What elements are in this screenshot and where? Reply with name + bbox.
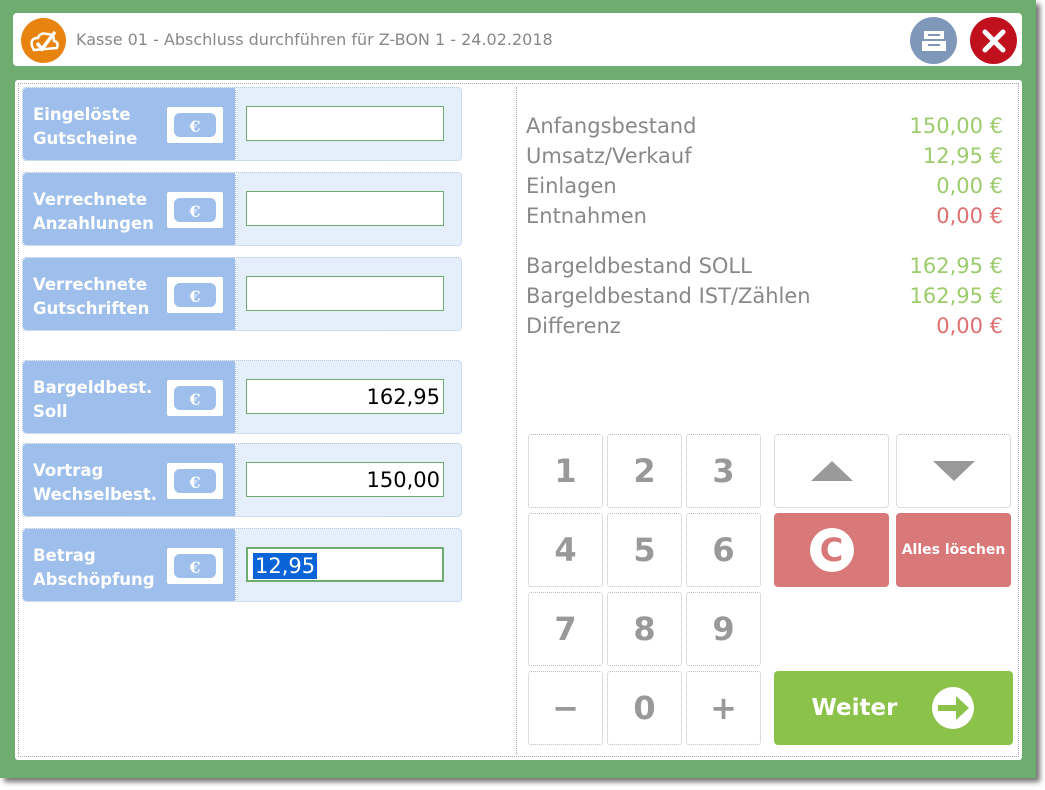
field-label: Verrechnete Gutschriften — [33, 275, 150, 318]
field-input[interactable] — [246, 191, 444, 226]
summary-row: Entnahmen 0,00 € — [526, 204, 1003, 228]
banknote-icon: € — [167, 192, 223, 228]
field-label: Eingelöste Gutscheine — [33, 105, 138, 148]
keypad-key[interactable]: 0 — [607, 671, 682, 745]
field-label: Bargeldbest. Soll — [33, 378, 153, 421]
summary-row: Umsatz/Verkauf 12,95 € — [526, 144, 1003, 168]
keypad-key[interactable]: 9 — [686, 592, 761, 666]
arrow-right-circle-icon — [932, 687, 975, 729]
svg-text:€: € — [188, 117, 200, 136]
field-row: Vortrag Wechselbest. € — [22, 443, 462, 517]
app-logo-icon — [21, 18, 66, 63]
keypad-key[interactable]: 6 — [686, 513, 761, 587]
field-label: Verrechnete Anzahlungen — [33, 190, 154, 233]
keypad-key[interactable]: 3 — [686, 434, 761, 508]
divider — [516, 87, 517, 757]
keypad-key[interactable]: − — [528, 671, 603, 745]
window-title: Kasse 01 - Abschluss durchführen für Z-B… — [76, 30, 553, 49]
field-input[interactable] — [246, 462, 444, 497]
summary-row: Einlagen 0,00 € — [526, 174, 1003, 198]
keypad-key[interactable]: + — [686, 671, 761, 745]
svg-text:€: € — [188, 558, 200, 577]
banknote-icon: € — [167, 380, 223, 416]
field-input[interactable] — [246, 106, 444, 141]
arrow-down-icon — [932, 461, 975, 481]
svg-text:€: € — [188, 202, 200, 221]
keypad-key[interactable]: 4 — [528, 513, 603, 587]
summary-row: Bargeldbestand SOLL 162,95 € — [526, 254, 1003, 278]
field-row: Betrag Abschöpfung € 12,95 — [22, 528, 462, 602]
svg-text:€: € — [188, 473, 200, 492]
keypad-key[interactable]: 5 — [607, 513, 682, 587]
arrow-up-icon — [810, 461, 853, 481]
banknote-icon: € — [167, 277, 223, 313]
clear-icon: C — [809, 528, 854, 572]
next-button[interactable]: Weiter — [774, 671, 1013, 745]
banknote-icon: € — [167, 548, 223, 584]
title-bar: Kasse 01 - Abschluss durchführen für Z-B… — [13, 13, 1022, 66]
cash-drawer-icon — [921, 30, 946, 51]
close-button[interactable] — [970, 17, 1017, 64]
svg-text:€: € — [188, 287, 200, 306]
keypad-key[interactable]: 2 — [607, 434, 682, 508]
svg-text:€: € — [188, 390, 200, 409]
close-icon — [982, 29, 1005, 52]
field-label: Vortrag Wechselbest. — [33, 461, 157, 504]
keypad-key[interactable]: 8 — [607, 592, 682, 666]
field-row: Bargeldbest. Soll € — [22, 360, 462, 434]
clear-button[interactable]: C — [774, 513, 889, 587]
field-row: Verrechnete Anzahlungen € — [22, 172, 462, 246]
down-button[interactable] — [896, 434, 1011, 508]
summary-row: Anfangsbestand 150,00 € — [526, 114, 1003, 138]
up-button[interactable] — [774, 434, 889, 508]
selected-value: 12,95 — [253, 553, 318, 579]
summary-row: Differenz 0,00 € — [526, 314, 1003, 338]
banknote-icon: € — [167, 463, 223, 499]
field-label: Betrag Abschöpfung — [33, 546, 155, 589]
field-input[interactable] — [246, 276, 444, 311]
banknote-icon: € — [167, 107, 223, 143]
keypad-key[interactable]: 1 — [528, 434, 603, 508]
cash-drawer-button[interactable] — [910, 17, 957, 64]
summary-row: Bargeldbestand IST/Zählen 162,95 € — [526, 284, 1003, 308]
field-row: Verrechnete Gutschriften € — [22, 257, 462, 331]
keypad-key[interactable]: 7 — [528, 592, 603, 666]
field-row: Eingelöste Gutscheine € — [22, 87, 462, 161]
field-input[interactable] — [246, 379, 444, 414]
clear-all-button[interactable]: Alles löschen — [896, 513, 1011, 587]
